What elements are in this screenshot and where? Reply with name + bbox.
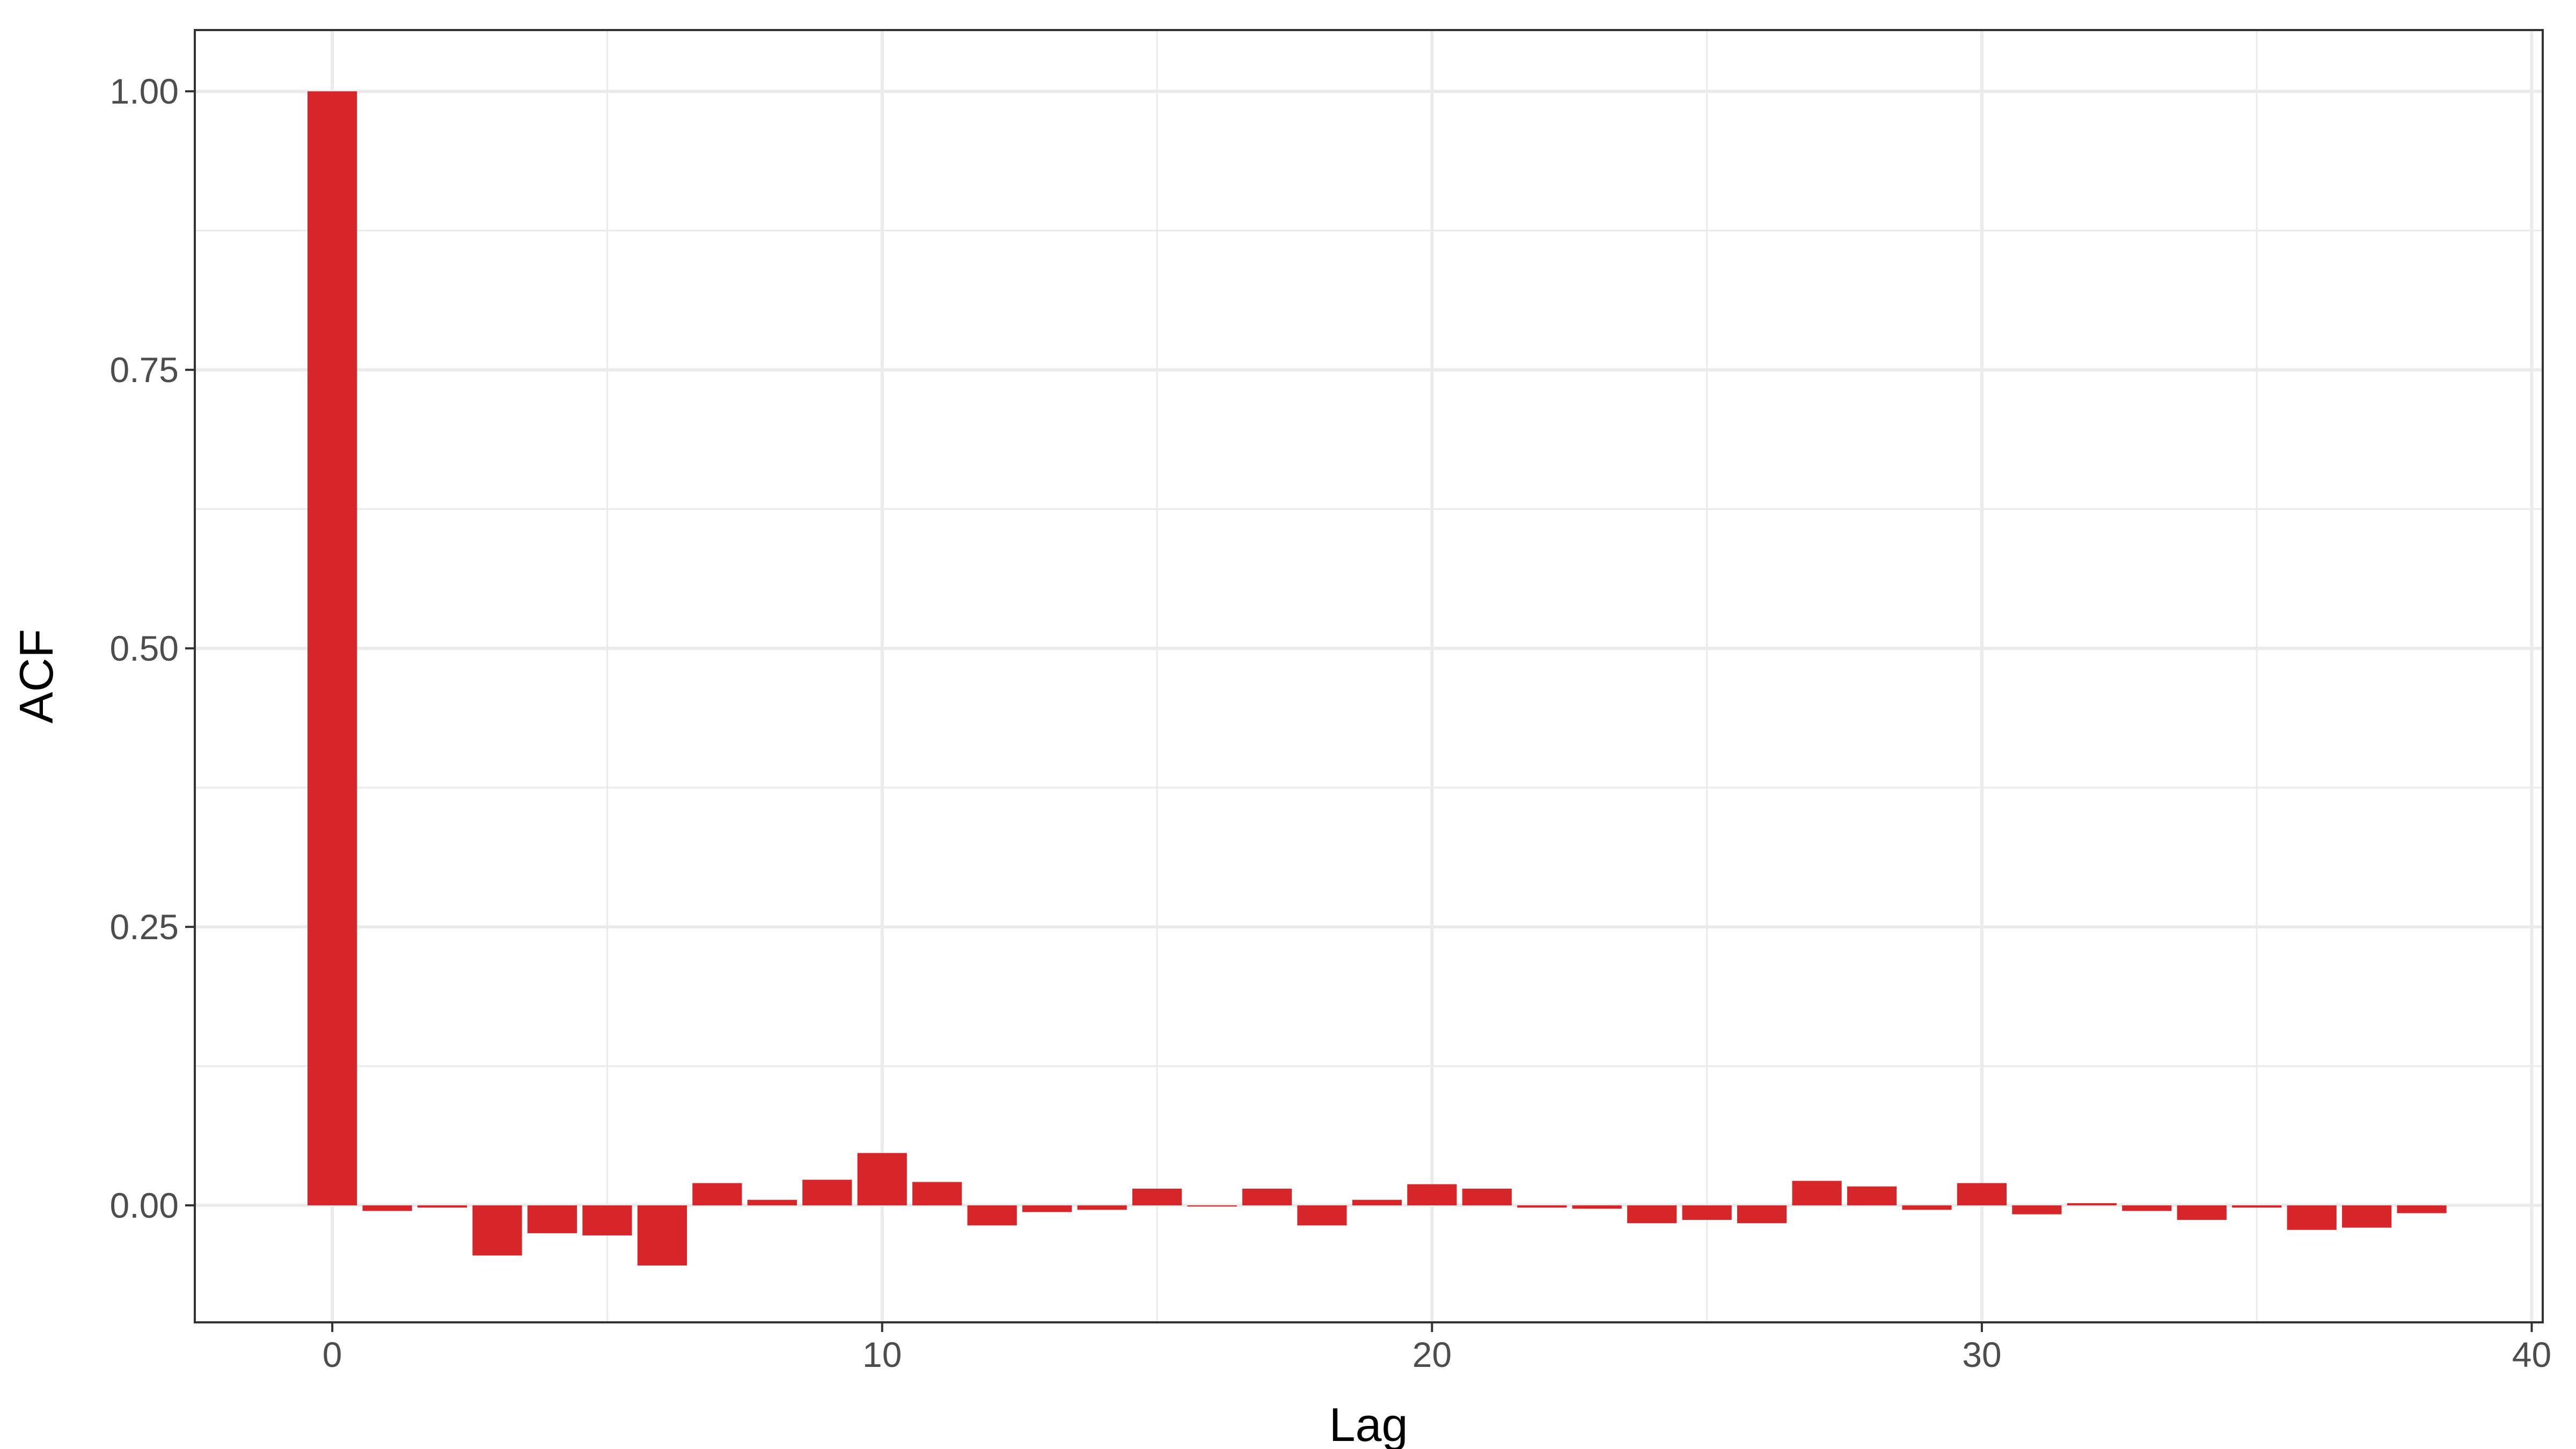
- y-axis-ticks: 0.00 0.25 0.50 0.75 1.00: [110, 71, 195, 1225]
- bar: [1077, 1205, 1127, 1210]
- x-tick-label: 10: [862, 1335, 902, 1374]
- bar: [2342, 1205, 2392, 1228]
- bar: [1462, 1188, 1512, 1206]
- bar: [1242, 1188, 1292, 1206]
- bar: [1022, 1205, 1072, 1212]
- bar: [1902, 1205, 1952, 1210]
- y-tick-label: 1.00: [110, 71, 179, 111]
- x-tick-label: 40: [2512, 1335, 2551, 1374]
- bar: [1792, 1181, 1842, 1206]
- bar: [747, 1199, 797, 1206]
- bar: [692, 1183, 742, 1206]
- bar: [2287, 1205, 2337, 1230]
- bar: [2122, 1205, 2172, 1211]
- x-tick-label: 0: [323, 1335, 342, 1374]
- bar: [582, 1205, 632, 1236]
- bar: [637, 1205, 687, 1266]
- bar: [1187, 1205, 1237, 1207]
- bar: [2067, 1203, 2117, 1206]
- x-tick-label: 30: [1962, 1335, 2001, 1374]
- bar: [472, 1205, 522, 1256]
- bar: [1132, 1188, 1182, 1206]
- bar: [1407, 1184, 1457, 1206]
- bar: [2232, 1205, 2282, 1208]
- bar: [1627, 1205, 1677, 1224]
- bar: [857, 1153, 907, 1206]
- minor-gridlines: [195, 30, 2543, 1322]
- bar: [1847, 1186, 1897, 1206]
- y-tick-label: 0.00: [110, 1185, 179, 1225]
- panel-border: [194, 29, 2544, 1323]
- bar: [1572, 1205, 1622, 1209]
- bar: [2177, 1205, 2227, 1220]
- bar: [1297, 1205, 1347, 1226]
- x-axis-title: Lag: [1329, 1398, 1408, 1449]
- bar: [802, 1180, 852, 1206]
- bar: [1737, 1205, 1787, 1224]
- bar: [1682, 1205, 1732, 1220]
- bar: [967, 1205, 1017, 1226]
- y-axis-title: ACF: [10, 629, 63, 723]
- bar: [417, 1205, 467, 1208]
- bar: [362, 1205, 412, 1211]
- bar: [1517, 1205, 1567, 1208]
- bar: [912, 1182, 962, 1206]
- y-tick-label: 0.75: [110, 350, 179, 390]
- x-tick-label: 20: [1413, 1335, 1452, 1374]
- bar: [1957, 1183, 2007, 1206]
- bar: [2012, 1205, 2062, 1214]
- bar: [527, 1205, 577, 1233]
- bar: [308, 91, 357, 1206]
- bar-series: [308, 91, 2447, 1266]
- y-tick-label: 0.50: [110, 628, 179, 668]
- x-axis-ticks: 0 10 20 30 40: [323, 1322, 2551, 1374]
- y-tick-label: 0.25: [110, 907, 179, 947]
- panel-background: [195, 30, 2543, 1322]
- bar: [1352, 1199, 1402, 1206]
- bar: [2397, 1205, 2447, 1213]
